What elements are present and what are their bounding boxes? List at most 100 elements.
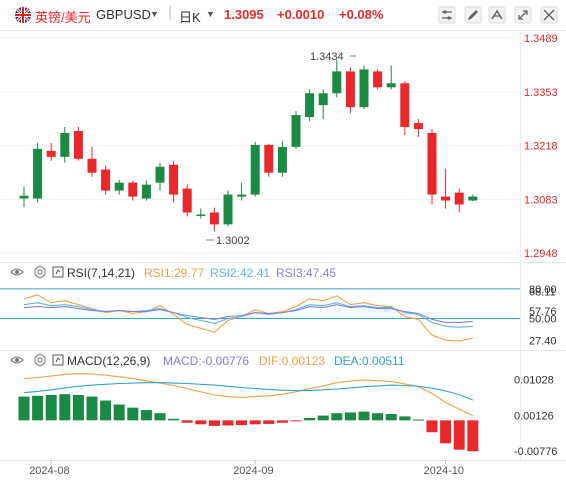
- rsi-axis-label: 68.11: [529, 286, 556, 298]
- macd-bar: [154, 413, 166, 421]
- price-change-pct: +0.08%: [339, 7, 384, 22]
- macd-series-line: [23, 382, 474, 401]
- macd-bar: [59, 394, 71, 421]
- symbol-code[interactable]: GBPUSD: [96, 7, 151, 22]
- separator: |: [168, 4, 173, 21]
- last-price: 1.3095: [224, 7, 264, 22]
- candle-body: [359, 69, 369, 108]
- high-price-label: 1.3434: [310, 51, 344, 63]
- macd-lines: [23, 373, 474, 417]
- macd-axis: 0.01028 0.00126 -0.00776: [514, 375, 557, 458]
- pencil-icon[interactable]: [464, 6, 482, 24]
- period-selector[interactable]: 日K: [179, 10, 201, 25]
- rsi3-value: RSI3:47.45: [276, 266, 336, 280]
- rsi2-value: RSI2:42.41: [210, 266, 270, 280]
- candle-body: [46, 150, 56, 157]
- macd-bar: [222, 420, 234, 426]
- macd-axis-label: -0.00776: [514, 446, 557, 458]
- time-axis-label: 2024-10: [424, 465, 464, 477]
- fullscreen-icon[interactable]: [540, 6, 558, 24]
- macd-bar: [32, 395, 44, 421]
- candle-body: [237, 194, 247, 197]
- flag-icon: [14, 6, 32, 24]
- settings-icon[interactable]: [34, 265, 46, 279]
- macd-legend: MACD(12,26,9) MACD:-0.00776 DIF:0.00123 …: [10, 353, 405, 368]
- candle-body: [169, 164, 179, 195]
- price-axis-label: 1.3218: [524, 141, 558, 153]
- candle-body: [468, 196, 478, 201]
- candle-body: [305, 93, 315, 118]
- macd-bar: [249, 420, 261, 425]
- candle-body: [209, 212, 219, 225]
- macd-axis-label: 0.00126: [514, 410, 554, 422]
- eye-icon[interactable]: [10, 356, 24, 364]
- candle-body: [318, 93, 328, 106]
- candlestick-series: [19, 59, 478, 232]
- macd-bar: [385, 414, 397, 421]
- macd-bar: [331, 413, 343, 421]
- rsi-axis-label: 80.00: [529, 284, 557, 296]
- eye-icon[interactable]: [10, 268, 24, 276]
- candle-body: [250, 144, 260, 195]
- candle-body: [277, 146, 287, 173]
- macd-bar: [127, 407, 139, 421]
- candle-body: [101, 169, 111, 191]
- time-axis: 2024-08 2024-09 2024-10: [29, 460, 464, 477]
- rsi-legend: RSI(7,14,21) RSI1:29.77 RSI2:42.41 RSI3:…: [10, 265, 336, 280]
- candle-body: [373, 71, 383, 88]
- macd-value: MACD:-0.00776: [163, 354, 249, 368]
- candle-body: [223, 194, 233, 225]
- rsi-title: RSI(7,14,21): [67, 266, 135, 280]
- macd-bar: [290, 420, 302, 422]
- candle-body: [413, 123, 423, 130]
- candle-body: [400, 83, 410, 128]
- candle-body: [60, 132, 70, 157]
- macd-bar: [440, 420, 452, 444]
- dropdown-icon[interactable]: ▼: [206, 9, 215, 19]
- candle-body: [141, 184, 151, 199]
- rsi-series-line: [23, 302, 473, 328]
- candle-body: [264, 144, 274, 173]
- macd-histogram: [18, 394, 479, 452]
- macd-bar: [236, 420, 248, 426]
- rsi-series-line: [23, 304, 473, 323]
- macd-bar: [140, 410, 152, 421]
- candle-body: [454, 192, 464, 205]
- rsi-axis-label: 27.40: [529, 336, 557, 348]
- macd-axis-label: 0.01028: [514, 375, 554, 387]
- drawing-tools-icon[interactable]: [488, 6, 506, 24]
- candle-body: [73, 130, 83, 159]
- candle-body: [128, 182, 138, 197]
- macd-bar: [113, 404, 125, 421]
- candle-body: [332, 71, 342, 94]
- rsi-axis-label: 57.76: [529, 306, 557, 318]
- high-marker: 1.3434: [310, 51, 356, 63]
- settings-sliders-icon[interactable]: [438, 6, 456, 24]
- candle-body: [427, 132, 437, 195]
- macd-bar: [412, 419, 424, 421]
- dropdown-icon[interactable]: ▼: [150, 9, 159, 19]
- macd-bar: [181, 420, 193, 423]
- macd-indicator-toggle[interactable]: [52, 354, 64, 366]
- macd-bar: [467, 420, 479, 452]
- dea-value: DEA:0.00511: [334, 354, 405, 368]
- rsi1-value: RSI1:29.77: [144, 266, 204, 280]
- macd-bar: [168, 418, 180, 421]
- macd-bar: [372, 413, 384, 421]
- symbol-name-cn[interactable]: 英镑/美元: [35, 10, 91, 25]
- candle-body: [155, 166, 165, 183]
- macd-bar: [317, 415, 329, 421]
- candle-body: [345, 71, 355, 108]
- price-axis-label: 1.3083: [524, 194, 558, 206]
- rsi-axis-label: 50.00: [529, 313, 557, 325]
- macd-bar: [358, 411, 370, 421]
- compress-icon[interactable]: [514, 6, 532, 24]
- price-axis-label: 1.2948: [524, 248, 558, 260]
- rsi-indicator-toggle[interactable]: [52, 266, 64, 278]
- time-axis-label: 2024-09: [233, 465, 273, 477]
- candle-body: [182, 188, 192, 213]
- settings-icon[interactable]: [34, 353, 46, 367]
- low-price-label: 1.3002: [216, 235, 250, 247]
- price-change: +0.0010: [277, 7, 325, 22]
